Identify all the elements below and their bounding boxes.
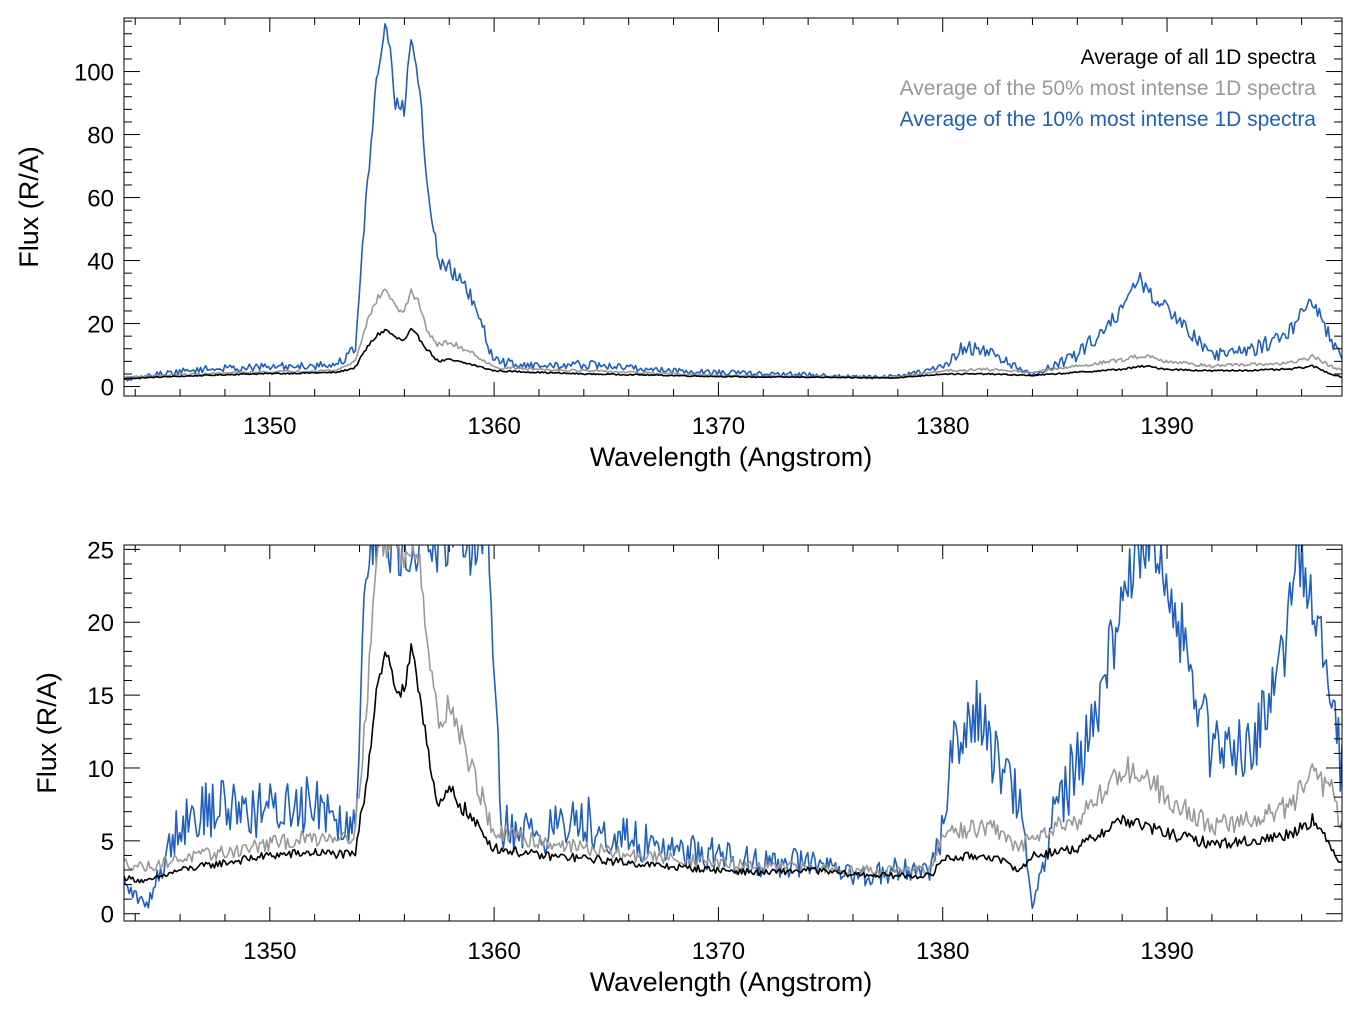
series-line-2 — [124, 22, 1342, 382]
y-tick-label: 80 — [87, 123, 114, 150]
y-tick-label: 10 — [87, 756, 114, 783]
x-tick-label: 1380 — [916, 938, 969, 965]
y-tick-label: 40 — [87, 249, 114, 276]
y-tick-label: 5 — [101, 829, 114, 856]
legend-entry-0: Average of all 1D spectra — [1081, 46, 1317, 69]
series-line-0 — [124, 643, 1342, 884]
y-tick-label: 15 — [87, 683, 114, 710]
y-tick-label: 20 — [87, 312, 114, 339]
y-axis-label: Flux (R/A) — [32, 672, 62, 794]
x-tick-label: 1380 — [916, 413, 969, 440]
y-tick-label: 0 — [101, 902, 114, 929]
x-axis-label: Wavelength (Angstrom) — [590, 967, 873, 997]
bottom-panel: 1350 1360 1370 1380 1390 0 5 10 15 20 25 Wavelength… — [32, 537, 1343, 997]
y-tick-label: 0 — [101, 375, 114, 402]
top-panel: 1350 1360 1370 1380 1390 0 20 40 60 80 100 Waveleng… — [14, 17, 1343, 472]
series-line-1 — [124, 545, 1342, 876]
series-line-2 — [124, 545, 1342, 910]
x-tick-label: 1370 — [692, 938, 745, 965]
x-tick-label: 1370 — [692, 413, 745, 440]
y-tick-label: 25 — [87, 537, 114, 564]
legend-entry-2: Average of the 10% most intense 1D spect… — [900, 108, 1317, 131]
y-tick-label: 60 — [87, 186, 114, 213]
y-axis-label: Flux (R/A) — [14, 146, 44, 268]
series-line-1 — [124, 288, 1342, 379]
y-tick-label: 100 — [74, 60, 114, 87]
x-tick-label: 1350 — [243, 413, 296, 440]
x-axis-label: Wavelength (Angstrom) — [590, 442, 873, 472]
y-tick-label: 20 — [87, 610, 114, 637]
plot-frame — [123, 17, 1343, 397]
plot-frame — [123, 544, 1343, 922]
x-tick-label: 1360 — [467, 938, 520, 965]
x-tick-label: 1390 — [1140, 938, 1193, 965]
x-tick-label: 1390 — [1140, 413, 1193, 440]
x-tick-label: 1360 — [467, 413, 520, 440]
x-tick-label: 1350 — [243, 938, 296, 965]
series-line-0 — [124, 327, 1342, 380]
legend-entry-1: Average of the 50% most intense 1D spect… — [900, 77, 1317, 100]
